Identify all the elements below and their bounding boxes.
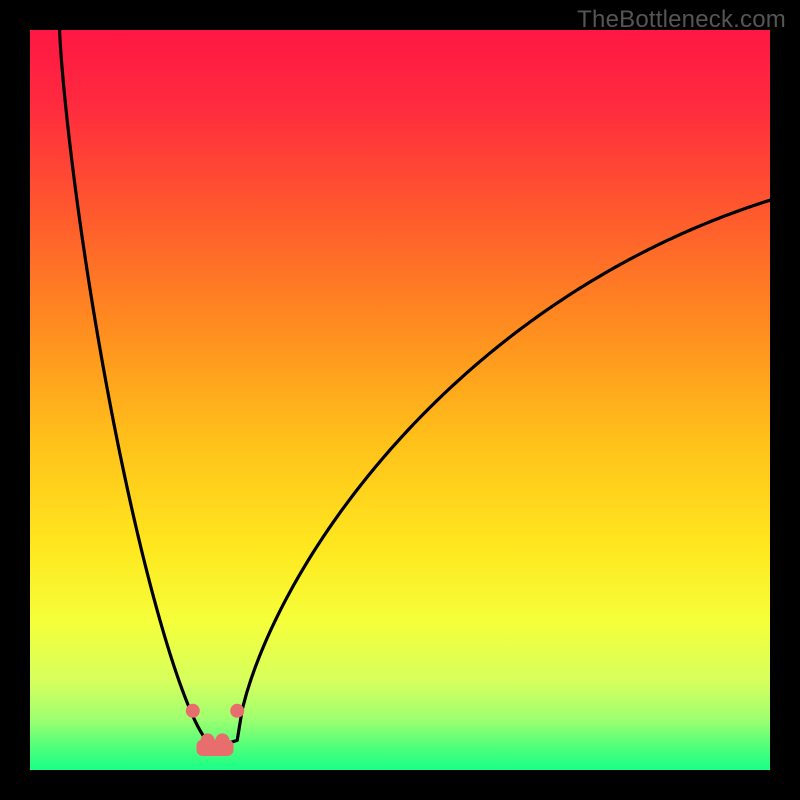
bottleneck-marker: [201, 733, 215, 747]
plot-background: [30, 30, 770, 770]
bottleneck-marker: [186, 704, 200, 718]
bottleneck-marker: [230, 704, 244, 718]
bottleneck-marker: [215, 733, 229, 747]
bottleneck-chart: [0, 0, 800, 800]
watermark-text: TheBottleneck.com: [577, 6, 786, 34]
